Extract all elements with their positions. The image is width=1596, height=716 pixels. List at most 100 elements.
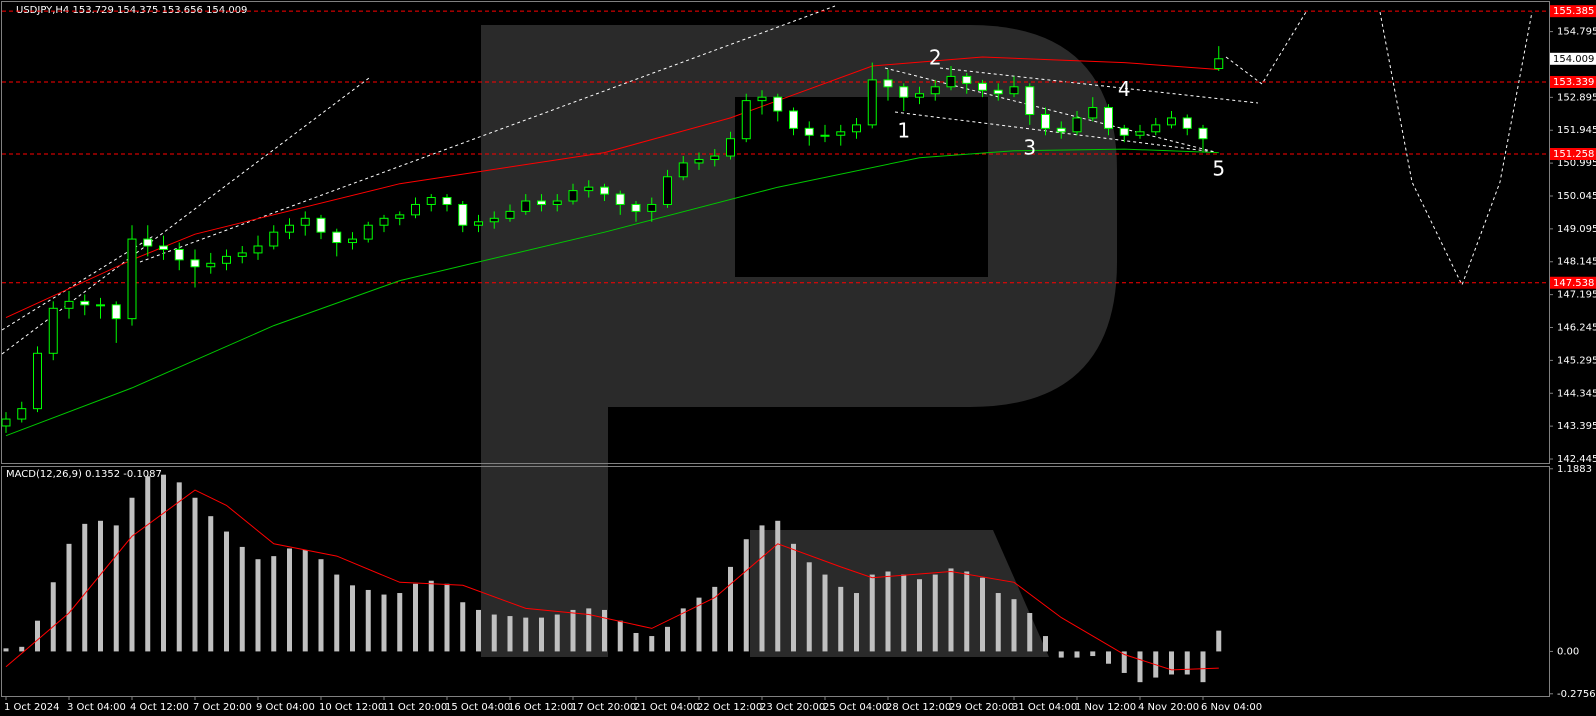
wave-label: 3 (1023, 136, 1036, 160)
candle-body (348, 238, 357, 244)
level-label-box (1550, 75, 1596, 88)
candle-body (552, 200, 562, 205)
candle-body (64, 300, 74, 309)
y-tick-label: 145.295 (1557, 355, 1596, 366)
candle-body (757, 96, 767, 102)
candle-body (96, 304, 105, 307)
candle-body (363, 224, 373, 240)
candle-body (820, 134, 830, 137)
histogram-bar (255, 559, 261, 652)
candle-body (1214, 58, 1224, 69)
candle-body (993, 89, 1003, 95)
histogram-bar (365, 589, 371, 652)
histogram-bar (1169, 651, 1174, 675)
histogram-bar (964, 571, 970, 652)
candle-body (899, 86, 909, 98)
candle-body (17, 408, 27, 420)
candle-body (300, 217, 310, 226)
histogram-bar (113, 525, 119, 652)
y-tick-label: 150.995 (1557, 158, 1596, 169)
level-label-box (1550, 276, 1596, 289)
candle-body (615, 193, 625, 205)
candle-body (584, 186, 594, 192)
histogram-bar (838, 586, 844, 652)
last-price-label: 154.009 (1553, 54, 1594, 65)
candle-body (505, 210, 515, 219)
last-price-box (1550, 52, 1596, 65)
y-tick-label: 143.395 (1557, 421, 1596, 432)
candle-body (80, 300, 90, 306)
histogram-bar (3, 648, 9, 652)
histogram-bar (649, 636, 655, 652)
histogram-bar (98, 520, 103, 652)
candle-body (143, 238, 153, 247)
histogram-bar (743, 539, 749, 652)
candle-body (411, 203, 420, 216)
histogram-bar (680, 608, 686, 652)
histogram-bar (1200, 651, 1206, 683)
y-tick-label: 154.795 (1557, 27, 1596, 38)
histogram-bar (66, 543, 72, 652)
candle-body (946, 75, 956, 88)
y-tick-label: 147.195 (1557, 290, 1596, 301)
candle-body (190, 259, 200, 268)
histogram-bar (318, 559, 324, 652)
histogram-bar (554, 614, 560, 652)
candle-body (206, 262, 216, 268)
candle-body (789, 110, 798, 129)
y-tick-label: 152.895 (1557, 92, 1596, 103)
candle-body (1, 418, 11, 427)
histogram-bar (980, 577, 985, 652)
histogram-bar (192, 497, 198, 652)
histogram-bar (1137, 651, 1143, 683)
x-tick-label: 16 Oct 12:00 (508, 702, 573, 713)
candle-body (694, 158, 704, 164)
signal-line (5, 489, 1219, 671)
candle-body (1119, 127, 1129, 136)
candle-body (33, 352, 42, 410)
y-tick-label: 149.095 (1557, 224, 1596, 235)
candle-body (647, 203, 657, 212)
histogram-bar (507, 616, 513, 652)
histogram-bar (665, 626, 670, 652)
candle-body (1056, 127, 1066, 133)
candle-body (253, 245, 263, 254)
candle-body (332, 231, 342, 244)
histogram-bar (19, 646, 25, 652)
candle-body (1182, 117, 1192, 129)
level-label: 147.538 (1553, 278, 1594, 289)
candle-body (883, 79, 893, 88)
y-tick-label: 0.00 (1557, 646, 1579, 657)
candle-body (474, 221, 483, 226)
candle-body (1198, 127, 1208, 140)
y-tick-label: 144.345 (1557, 388, 1596, 399)
candle-body (237, 252, 247, 257)
candle-body (568, 190, 578, 202)
histogram-bar (523, 617, 529, 652)
histogram-bar (397, 593, 403, 652)
histogram-bar (712, 586, 718, 652)
histogram-bar (728, 566, 733, 652)
candle-body (285, 224, 294, 233)
candle-body (1104, 107, 1113, 129)
histogram-bar (1121, 651, 1127, 673)
histogram-bar (1184, 651, 1190, 675)
x-tick-label: 25 Oct 04:00 (823, 702, 888, 713)
histogram-bar (334, 574, 340, 652)
x-tick-label: 11 Oct 20:00 (382, 702, 447, 713)
histogram-bar (995, 593, 1001, 652)
candle-body (1072, 117, 1082, 133)
histogram-bar (917, 579, 922, 652)
histogram-bar (428, 580, 434, 652)
histogram-bar (129, 497, 135, 652)
histogram-bar (381, 594, 387, 652)
histogram-bar (50, 582, 56, 652)
wave-label: 1 (897, 118, 910, 142)
histogram-bar (759, 525, 765, 652)
y-tick-label: 1.1883 (1557, 464, 1592, 475)
candle-body (710, 155, 720, 160)
candle-body (978, 82, 987, 91)
y-tick-label: -0.2756 (1557, 689, 1596, 700)
x-tick-label: 23 Oct 20:00 (760, 702, 825, 713)
